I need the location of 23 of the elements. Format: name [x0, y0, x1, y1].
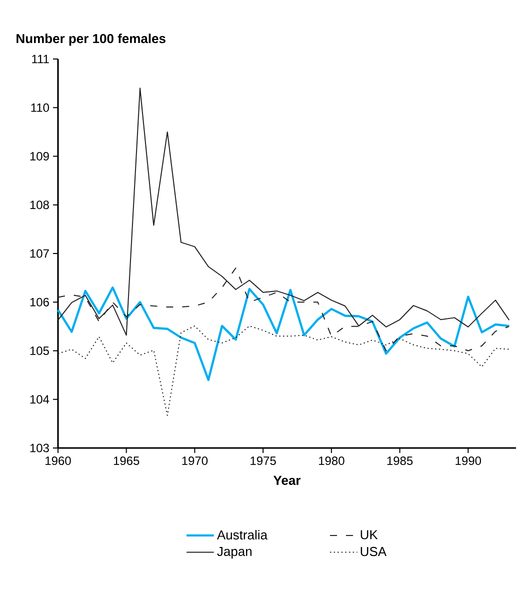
y-tick-label: 105: [30, 346, 49, 355]
legend-label: Australia: [216, 530, 268, 540]
y-tick-label: 111: [32, 54, 49, 64]
line-series: [56, 286, 510, 382]
x-tick-label: 1965: [114, 456, 140, 466]
y-tick-label: 108: [30, 200, 49, 210]
y-tick-label: 110: [31, 103, 50, 112]
x-tick-label: 1985: [387, 456, 413, 466]
y-tick-label: 103: [30, 444, 49, 452]
x-tick-label: 1970: [182, 456, 208, 466]
y-axis-title: Number per 100 females: [16, 34, 166, 46]
x-axis-title: Year: [273, 476, 301, 485]
x-tick-label: 1975: [250, 456, 276, 466]
legend-label: Japan: [217, 546, 252, 559]
x-tick-label: 1990: [456, 456, 482, 466]
legend-label: USA: [360, 546, 387, 556]
y-tick-label: 107: [30, 249, 49, 258]
y-tick-label: 106: [30, 298, 49, 306]
y-tick-label: 104: [30, 395, 50, 404]
legend-label: UK: [360, 530, 378, 540]
x-tick-label: 1980: [318, 456, 344, 466]
y-tick-label: 109: [30, 152, 49, 160]
x-tick-label: 1960: [46, 456, 71, 466]
